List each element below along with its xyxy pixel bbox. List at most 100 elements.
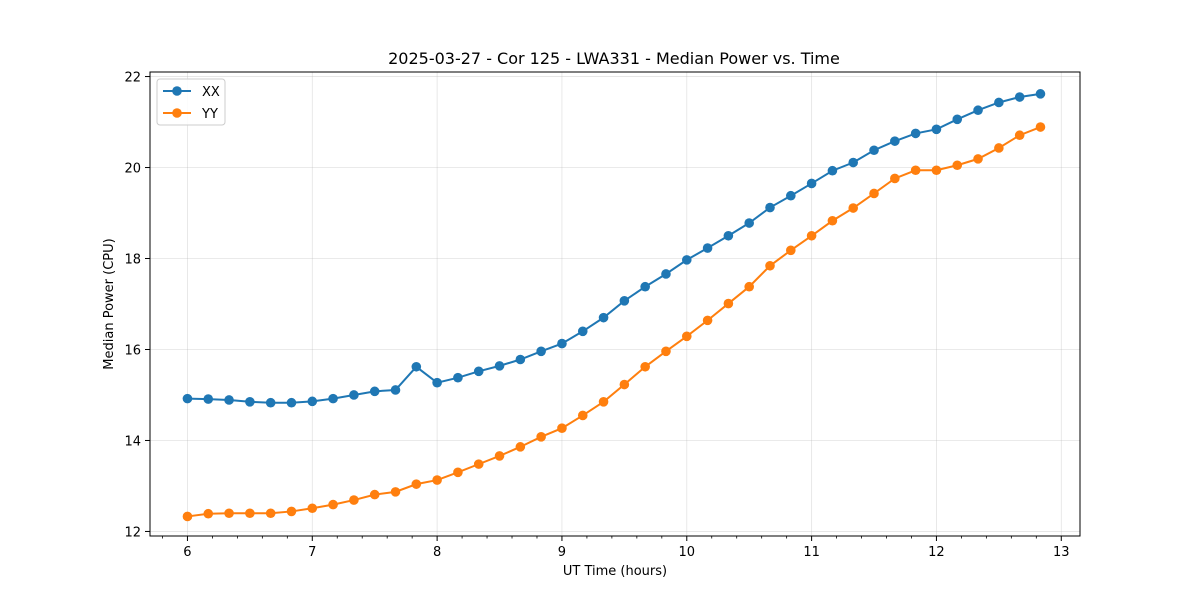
legend-entry-xx: XX xyxy=(163,85,220,100)
data-point-xx xyxy=(557,338,567,349)
data-point-xx xyxy=(369,386,380,397)
chart-title: 2025-03-27 - Cor 125 - LWA331 - Median P… xyxy=(388,49,840,68)
data-point-xx xyxy=(432,377,442,388)
data-point-xx xyxy=(265,397,276,408)
data-point-yy xyxy=(869,188,879,199)
data-point-yy xyxy=(910,165,921,176)
data-point-xx xyxy=(619,296,630,306)
y-tick-label: 12 xyxy=(124,525,141,540)
data-point-xx xyxy=(994,97,1004,108)
data-point-yy xyxy=(182,511,193,522)
data-point-xx xyxy=(681,255,692,265)
data-point-yy xyxy=(1035,122,1046,132)
x-axis-label: UT Time (hours) xyxy=(563,564,667,579)
legend: XX YY xyxy=(156,78,226,126)
data-point-yy xyxy=(307,503,318,514)
data-point-yy xyxy=(952,160,963,171)
y-tick-label: 22 xyxy=(124,71,141,86)
data-point-xx xyxy=(245,397,255,407)
data-point-yy xyxy=(245,508,255,519)
data-point-yy xyxy=(515,442,526,452)
data-point-yy xyxy=(765,260,775,271)
data-point-xx xyxy=(390,385,401,395)
series-group xyxy=(182,89,1046,522)
data-point-yy xyxy=(827,215,838,226)
data-point-yy xyxy=(723,298,734,309)
data-point-yy xyxy=(848,203,859,213)
data-point-yy xyxy=(224,508,234,519)
data-point-xx xyxy=(411,361,422,372)
legend-label: YY xyxy=(201,107,218,122)
data-point-xx xyxy=(910,128,921,139)
data-point-xx xyxy=(973,105,983,116)
data-point-yy xyxy=(411,479,422,489)
data-point-xx xyxy=(765,202,775,213)
data-point-yy xyxy=(702,315,713,326)
data-point-yy xyxy=(890,173,900,184)
x-tick-label: 8 xyxy=(433,545,441,560)
grid xyxy=(150,72,1080,536)
data-point-yy xyxy=(390,487,401,497)
x-tick-label: 9 xyxy=(558,545,566,560)
data-point-xx xyxy=(577,326,588,337)
data-point-xx xyxy=(1035,89,1046,99)
data-point-yy xyxy=(369,489,380,500)
x-axis-ticks: 6 7 8 9 10 11 12 13 xyxy=(162,536,1070,560)
data-point-xx xyxy=(328,393,338,404)
series-line-yy xyxy=(187,126,1041,518)
data-point-yy xyxy=(494,451,505,461)
data-point-yy xyxy=(619,379,630,390)
y-tick-label: 20 xyxy=(124,162,141,177)
data-point-xx xyxy=(744,218,754,228)
data-point-xx xyxy=(786,190,796,201)
data-point-yy xyxy=(453,467,463,478)
legend-entry-yy: YY xyxy=(163,107,218,122)
legend-label: XX xyxy=(202,85,220,100)
data-point-xx xyxy=(224,395,234,405)
x-tick-label: 13 xyxy=(1053,545,1070,560)
legend-swatch-marker xyxy=(172,86,182,96)
data-point-xx xyxy=(827,165,838,176)
data-point-xx xyxy=(182,393,193,404)
y-axis-ticks: 12 14 16 18 20 22 xyxy=(124,71,150,540)
data-point-yy xyxy=(598,397,609,407)
data-point-xx xyxy=(598,312,609,323)
data-point-xx xyxy=(307,396,318,407)
x-tick-label: 10 xyxy=(679,545,696,560)
data-point-yy xyxy=(1014,130,1025,141)
data-point-yy xyxy=(349,495,359,505)
data-point-yy xyxy=(265,508,276,519)
data-point-xx xyxy=(661,269,671,279)
data-point-xx xyxy=(349,390,359,400)
data-point-yy xyxy=(203,508,214,519)
data-point-xx xyxy=(723,230,734,241)
legend-swatch-marker xyxy=(172,108,182,118)
data-point-xx xyxy=(806,178,817,189)
y-tick-label: 18 xyxy=(124,253,141,268)
data-point-yy xyxy=(640,361,650,372)
data-point-yy xyxy=(973,154,983,164)
data-point-yy xyxy=(432,475,442,485)
x-tick-label: 11 xyxy=(803,545,820,560)
data-point-xx xyxy=(286,397,297,408)
data-point-yy xyxy=(744,281,754,292)
data-point-xx xyxy=(890,136,900,146)
plot-frame xyxy=(149,71,1081,537)
data-point-yy xyxy=(681,331,692,342)
data-point-xx xyxy=(848,157,859,168)
data-point-xx xyxy=(931,124,942,135)
data-point-xx xyxy=(702,243,713,253)
data-point-yy xyxy=(661,346,671,357)
data-point-yy xyxy=(286,506,297,517)
data-point-xx xyxy=(203,394,214,404)
data-point-xx xyxy=(515,354,526,365)
data-point-xx xyxy=(640,281,650,292)
data-point-xx xyxy=(536,346,546,357)
data-point-xx xyxy=(1014,92,1025,102)
data-point-yy xyxy=(473,459,484,469)
data-point-yy xyxy=(536,432,546,442)
data-point-xx xyxy=(453,372,463,383)
x-tick-label: 6 xyxy=(183,545,191,560)
data-point-xx xyxy=(869,145,879,156)
